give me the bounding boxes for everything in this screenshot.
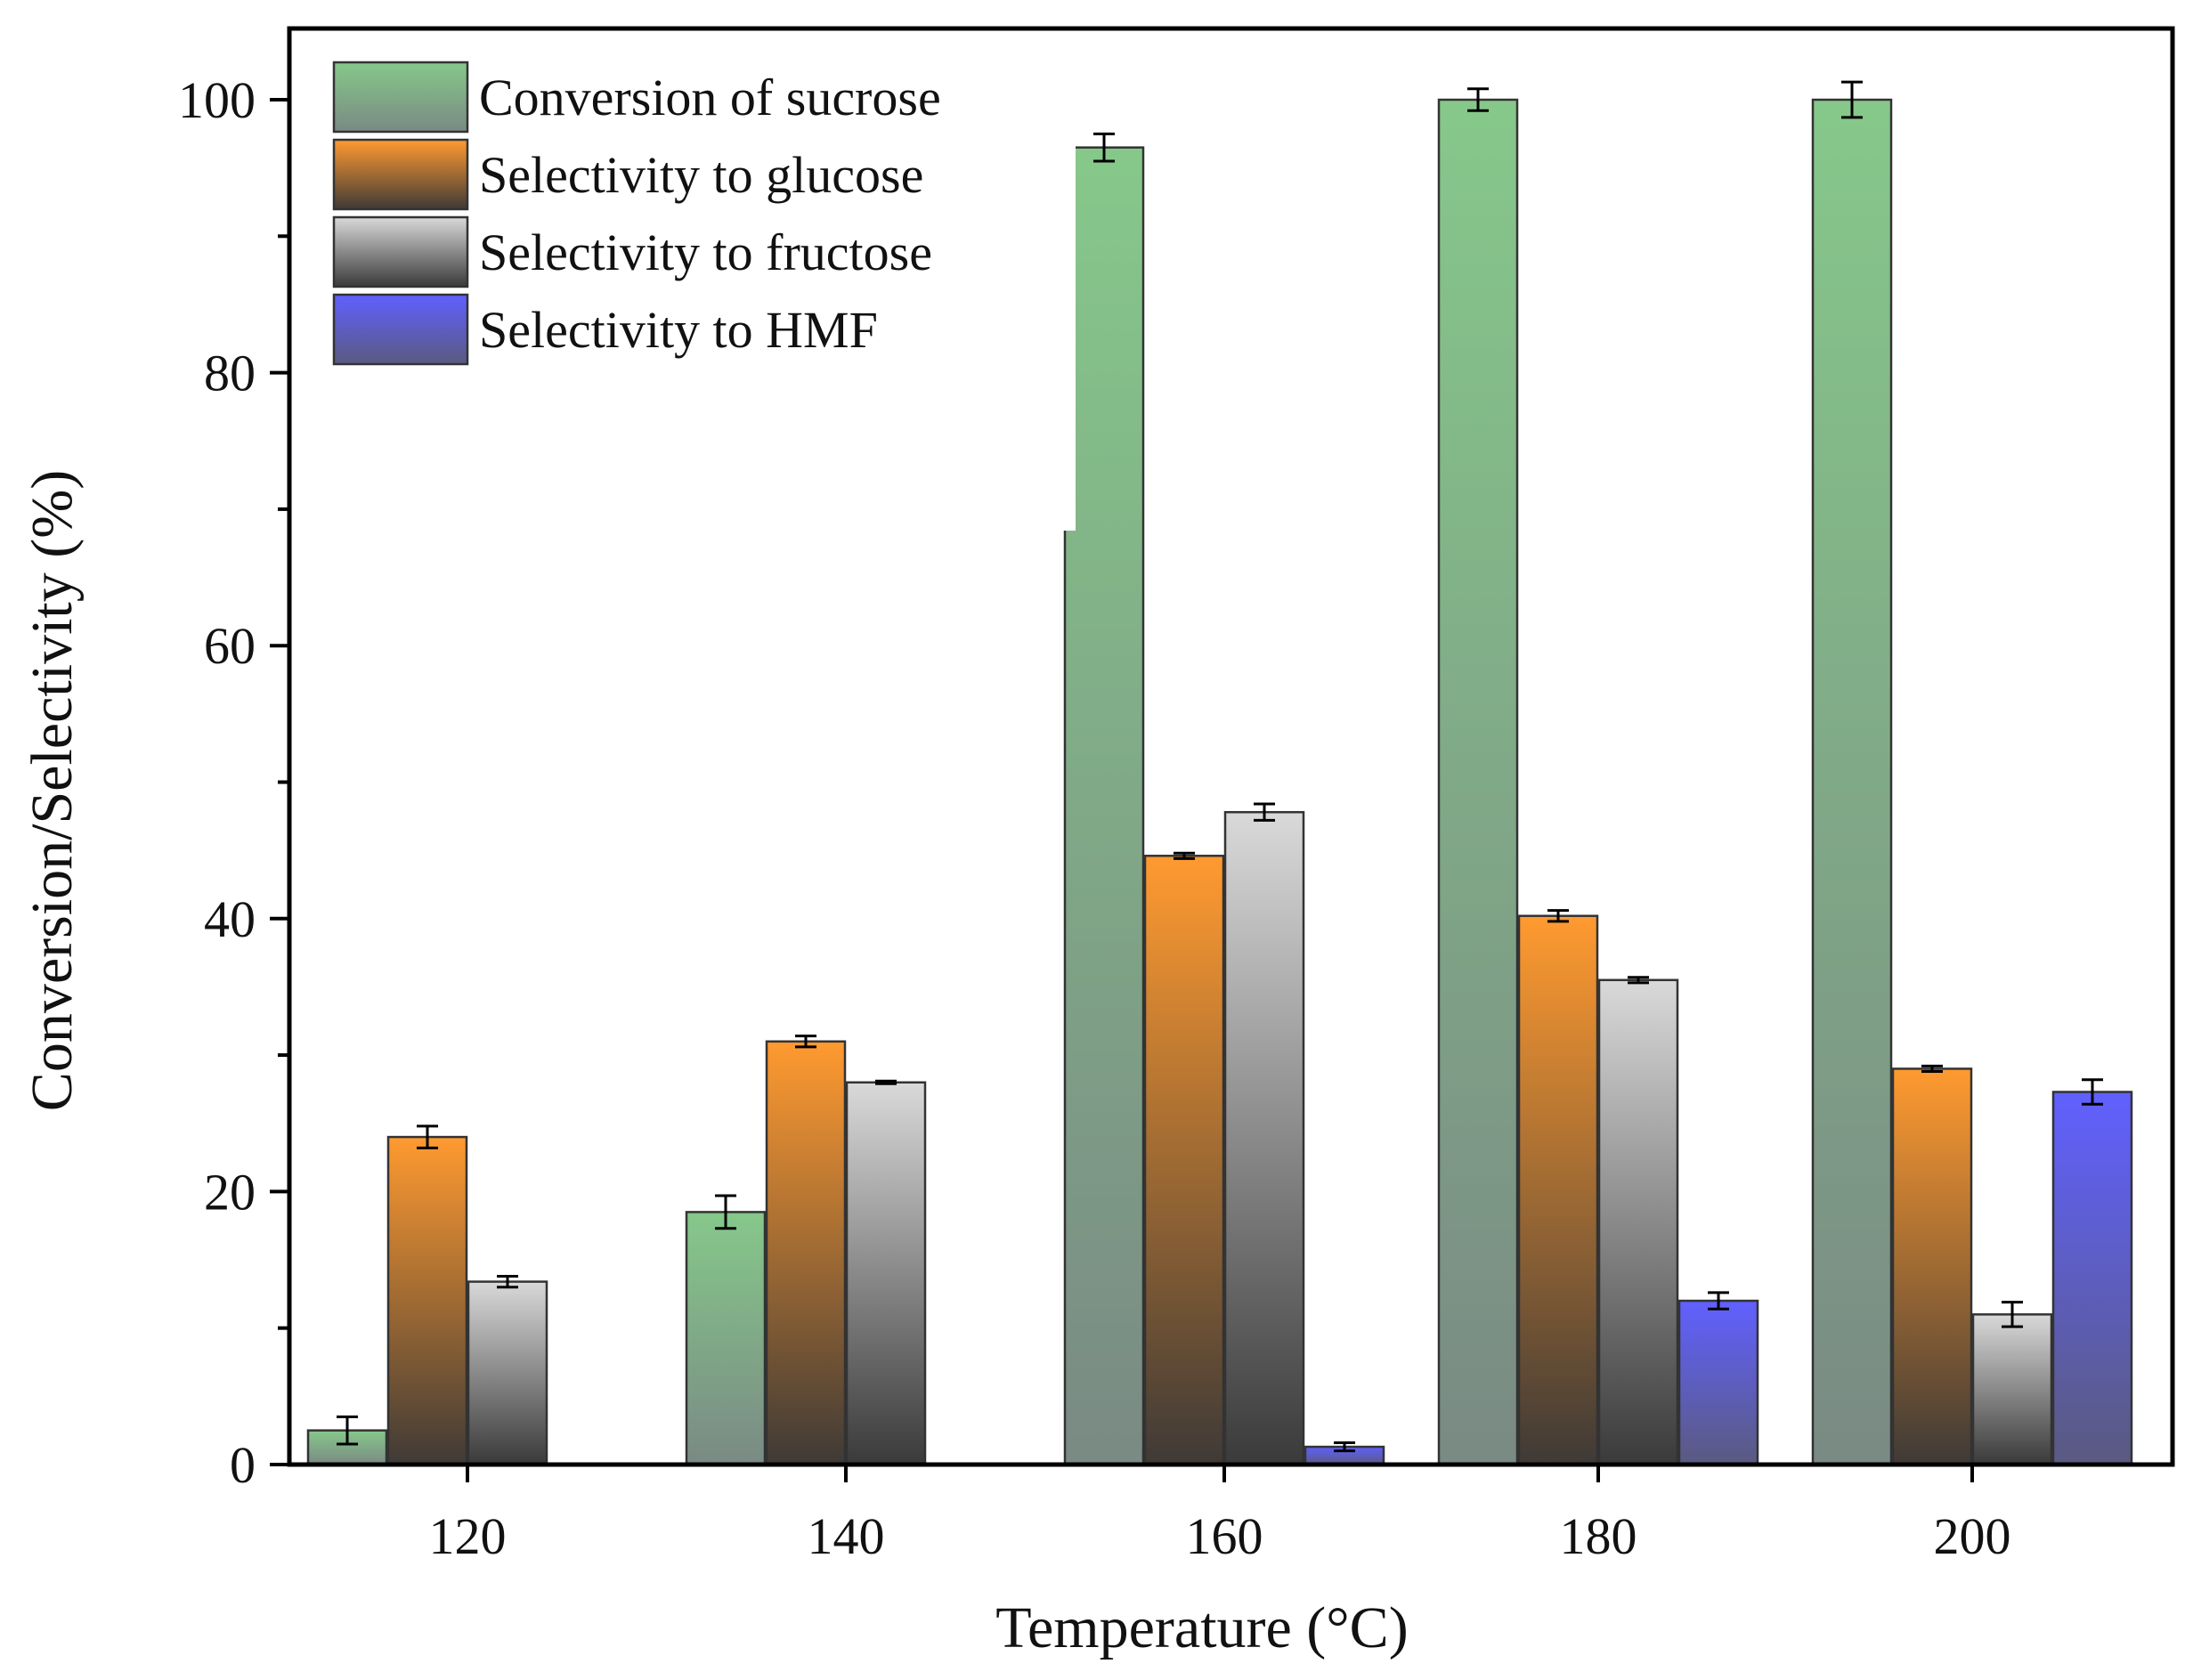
legend-label: Conversion of sucrose <box>479 69 941 126</box>
error-bar <box>2082 1078 2103 1106</box>
legend-label: Selectivity to glucose <box>479 146 923 204</box>
bar <box>467 1280 548 1466</box>
x-tick-label: 180 <box>1560 1507 1637 1565</box>
error-bar <box>1547 909 1569 923</box>
bar <box>1517 914 1599 1466</box>
error-bar <box>875 1079 897 1085</box>
bar <box>685 1211 767 1466</box>
legend-label: Selectivity to fructose <box>479 223 932 281</box>
bar <box>386 1135 468 1466</box>
legend-swatch <box>332 61 469 134</box>
error-bar <box>1174 851 1195 860</box>
legend: Conversion of sucrose Selectivity to gluc… <box>292 32 1076 531</box>
bar <box>1597 978 1679 1466</box>
bar <box>845 1081 927 1466</box>
y-axis-label: Conversion/Selectivity (%) <box>20 470 85 1111</box>
x-tick-label: 140 <box>808 1507 885 1565</box>
error-bar <box>1093 132 1115 163</box>
y-tick-label: 0 <box>230 1436 256 1494</box>
bar <box>1437 98 1519 1466</box>
x-tick-label: 120 <box>429 1507 507 1565</box>
bar <box>1677 1299 1759 1466</box>
error-bar <box>1254 802 1275 822</box>
x-axis-label: Temperature (°C) <box>995 1595 1408 1660</box>
y-tick-label: 40 <box>204 890 256 948</box>
bar <box>1063 146 1145 1466</box>
y-tick-label: 80 <box>204 345 256 402</box>
bar <box>1143 855 1225 1466</box>
bar <box>1971 1313 2053 1466</box>
error-bar <box>337 1415 358 1446</box>
plot-frame <box>287 26 2175 1467</box>
legend-swatch <box>332 138 469 211</box>
bar <box>1891 1067 1973 1466</box>
error-bar <box>795 1035 816 1049</box>
error-bar <box>497 1274 518 1289</box>
bar <box>765 1040 847 1466</box>
bar <box>1811 98 1893 1466</box>
error-bar <box>1708 1291 1729 1311</box>
x-tick-label: 200 <box>1934 1507 2011 1565</box>
error-bar <box>2002 1301 2023 1328</box>
error-bar <box>1334 1441 1355 1453</box>
error-bar <box>715 1194 736 1230</box>
error-bar <box>1628 976 1649 985</box>
y-tick-label: 100 <box>178 71 256 129</box>
error-bar <box>1841 80 1863 119</box>
legend-swatch <box>332 215 469 288</box>
legend-swatch <box>332 293 469 366</box>
error-bar <box>417 1124 438 1149</box>
legend-label: Selectivity to HMF <box>479 301 878 359</box>
bar <box>1223 810 1305 1466</box>
y-tick-label: 60 <box>204 617 256 675</box>
y-axis: 0 20 40 60 80 100 <box>178 71 289 1494</box>
x-tick-label: 160 <box>1186 1507 1263 1565</box>
bar <box>2051 1091 2133 1466</box>
x-axis: 120 140 160 180 200 <box>429 1465 2011 1565</box>
error-bar <box>1921 1064 1943 1073</box>
error-bars-layer <box>337 80 2103 1453</box>
y-tick-label: 20 <box>204 1163 256 1221</box>
error-bar <box>1467 87 1489 112</box>
